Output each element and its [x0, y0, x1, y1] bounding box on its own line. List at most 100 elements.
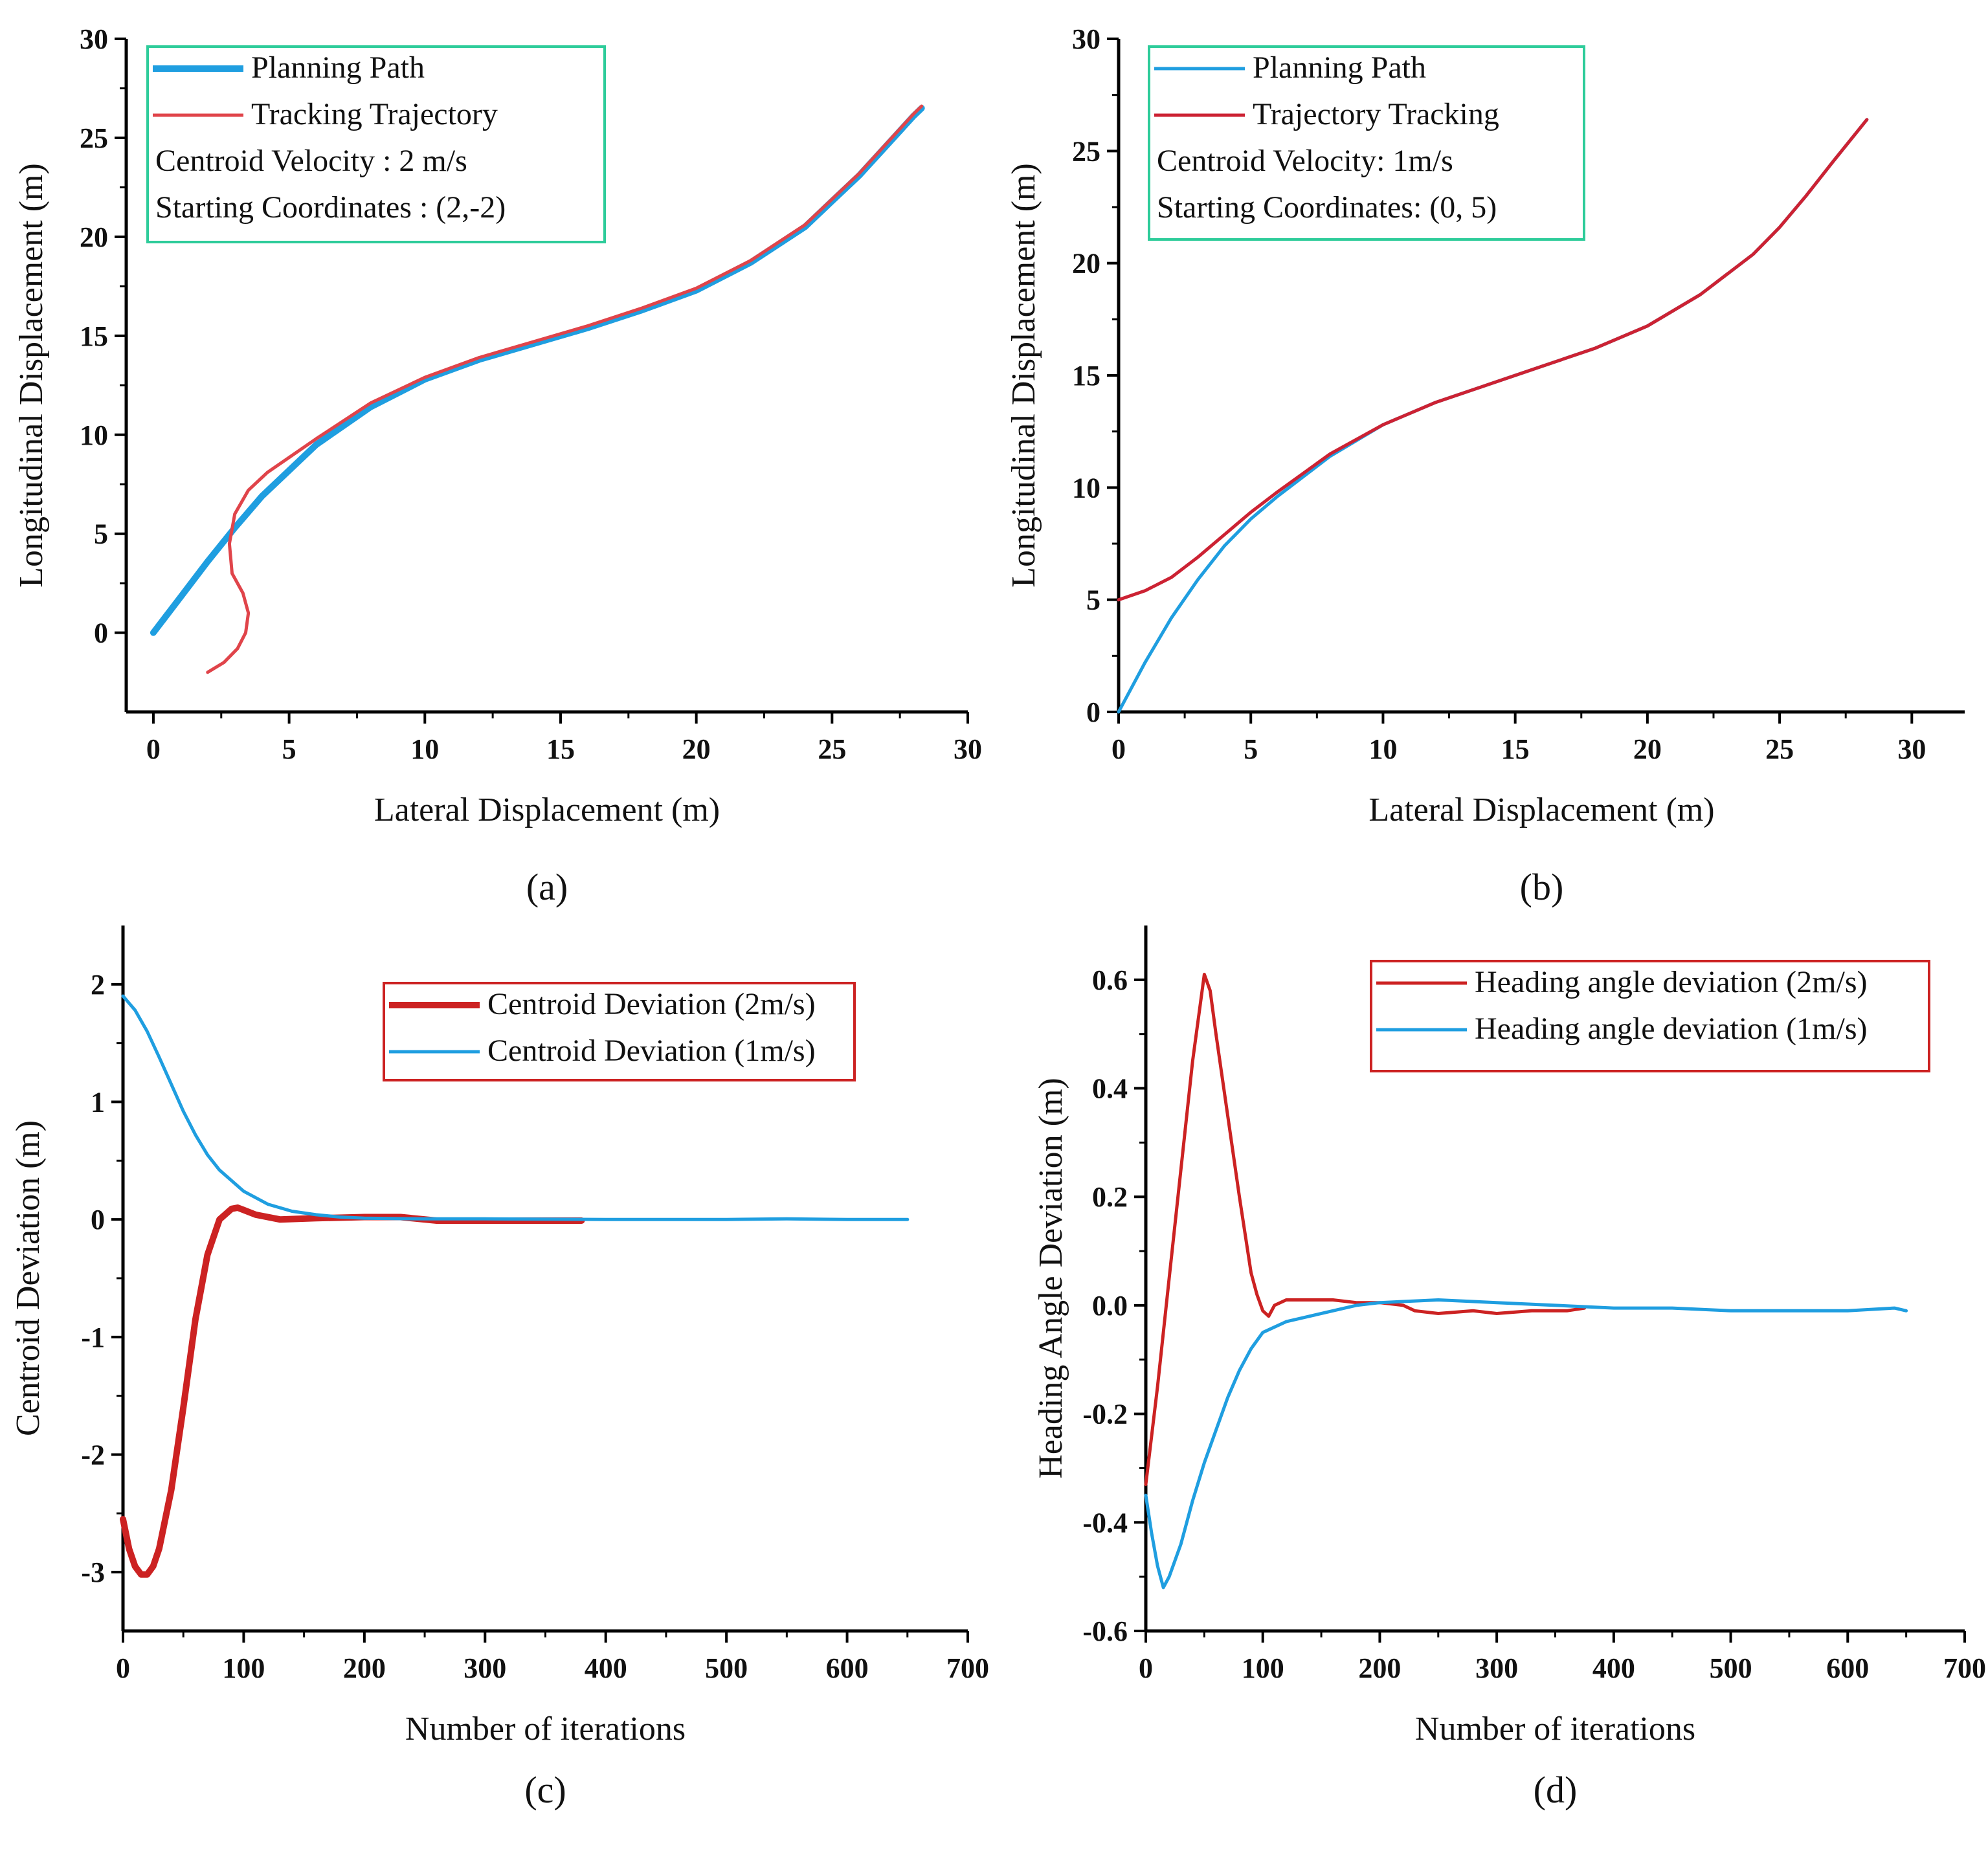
y-tick-label: -0.6 — [1082, 1615, 1128, 1647]
y-tick-label: 0 — [91, 1204, 105, 1236]
x-tick-label: 500 — [705, 1652, 748, 1684]
x-tick-label: 600 — [826, 1652, 869, 1684]
x-tick-label: 25 — [1765, 733, 1794, 765]
series-line — [1117, 118, 1869, 602]
legend-frame — [1370, 960, 1930, 1072]
legend-frame — [1148, 45, 1585, 241]
x-tick-label: 600 — [1826, 1652, 1869, 1684]
y-tick-label: 0.2 — [1092, 1181, 1128, 1213]
x-tick-label: 400 — [1592, 1652, 1635, 1684]
x-tick-label: 700 — [1943, 1652, 1986, 1684]
panel-c: 0 100 200 300 400 500 600 700 -3 -2 -1 0 1 2 Number of… — [10, 926, 989, 1811]
x-tick-label: 0 — [1111, 733, 1126, 765]
legend: Heading angle deviation (2m/s) Heading an… — [1370, 960, 1930, 1072]
x-tick-label: 200 — [343, 1652, 386, 1684]
y-tick-label: 2 — [91, 969, 105, 1001]
y-tick-label: 15 — [1072, 360, 1100, 392]
y-axis-title: Longitudinal Displacement (m) — [1005, 163, 1042, 588]
y-tick-label: 15 — [80, 320, 108, 352]
x-axis-title: Lateral Displacement (m) — [1368, 792, 1714, 828]
legend: Centroid Deviation (2m/s) Centroid Deviat… — [383, 982, 856, 1081]
x-tick-label: 500 — [1710, 1652, 1752, 1684]
y-axis-title: Centroid Deviation (m) — [10, 1120, 47, 1436]
legend-entry: Planning Path — [1253, 50, 1426, 85]
x-tick-label: 0 — [146, 733, 161, 765]
y-tick-label: -0.4 — [1082, 1507, 1128, 1538]
panel-caption: (c) — [524, 1769, 566, 1811]
legend-entry: Tracking Trajectory — [251, 97, 498, 131]
x-tick-label: 20 — [682, 733, 711, 765]
y-tick-label: -0.2 — [1082, 1399, 1128, 1430]
y-tick-label: 30 — [80, 23, 108, 55]
y-tick-label: 20 — [80, 221, 108, 253]
y-tick-label: 10 — [80, 419, 108, 451]
series-line — [206, 104, 924, 674]
y-tick-label: 0 — [94, 617, 108, 649]
x-tick-label: 100 — [1242, 1652, 1284, 1684]
legend-entry: Heading angle deviation (1m/s) — [1475, 1012, 1868, 1046]
y-tick-label: 0.6 — [1092, 964, 1128, 996]
y-tick-label: 1 — [91, 1087, 105, 1118]
x-tick-label: 30 — [1897, 733, 1926, 765]
x-tick-label: 30 — [954, 733, 982, 765]
x-tick-label: 300 — [463, 1652, 506, 1684]
y-tick-label: 25 — [1072, 135, 1100, 167]
x-tick-label: 700 — [946, 1652, 989, 1684]
panel-a: 0 5 10 15 20 25 30 0 5 10 15 20 25 30 Lateral Displace… — [13, 23, 982, 908]
series-line — [120, 1204, 585, 1578]
x-tick-label: 15 — [1501, 733, 1530, 765]
legend-note: Starting Coordinates : (2,-2) — [155, 190, 506, 225]
panel-caption: (b) — [1520, 866, 1564, 908]
legend: Planning Path Tracking Trajectory Centroid… — [146, 45, 606, 243]
x-axis-title: Number of iterations — [405, 1711, 686, 1747]
x-tick-label: 0 — [116, 1652, 130, 1684]
series-line — [1144, 1298, 1908, 1590]
x-tick-label: 0 — [1139, 1652, 1153, 1684]
legend-entry: Centroid Deviation (2m/s) — [487, 987, 816, 1021]
y-axis-title: Heading Angle Deviation (m) — [1033, 1078, 1069, 1479]
y-tick-label: 5 — [94, 518, 108, 550]
y-tick-label: 10 — [1072, 472, 1100, 504]
x-tick-label: 5 — [282, 733, 296, 765]
y-tick-label: 5 — [1086, 584, 1100, 616]
x-tick-label: 10 — [1368, 733, 1397, 765]
panel-caption: (a) — [526, 866, 568, 908]
x-tick-label: 400 — [585, 1652, 627, 1684]
series-line — [1144, 973, 1587, 1487]
x-tick-label: 5 — [1244, 733, 1258, 765]
legend: Planning Path Trajectory Tracking Centroid… — [1148, 45, 1585, 241]
legend-entry: Heading angle deviation (2m/s) — [1475, 965, 1868, 999]
y-axis-title: Longitudinal Displacement (m) — [13, 163, 50, 588]
x-tick-label: 15 — [546, 733, 575, 765]
legend-entry: Planning Path — [251, 50, 425, 85]
panel-b: 0 5 10 15 20 25 30 0 5 10 15 20 25 30 Lateral Displace… — [1005, 23, 1965, 908]
x-tick-label: 300 — [1475, 1652, 1518, 1684]
y-tick-label: 25 — [80, 122, 108, 154]
y-tick-label: -3 — [81, 1557, 105, 1588]
y-tick-label: 20 — [1072, 248, 1100, 280]
y-tick-label: 0.0 — [1092, 1290, 1128, 1322]
legend-frame — [146, 45, 606, 243]
panel-d: 0 100 200 300 400 500 600 700 -0.6 -0.4 -0.2 0.0 0.2… — [1033, 926, 1986, 1811]
legend-entry: Centroid Deviation (1m/s) — [487, 1034, 816, 1068]
y-tick-label: -2 — [81, 1439, 105, 1471]
x-tick-label: 200 — [1358, 1652, 1401, 1684]
x-tick-label: 10 — [410, 733, 439, 765]
legend-note: Centroid Velocity: 1m/s — [1157, 144, 1453, 178]
legend-note: Starting Coordinates: (0, 5) — [1157, 190, 1497, 225]
x-tick-label: 25 — [818, 733, 846, 765]
x-tick-label: 100 — [222, 1652, 265, 1684]
legend-entry: Trajectory Tracking — [1253, 97, 1499, 131]
y-tick-label: 30 — [1072, 23, 1100, 55]
series-line — [121, 994, 910, 1221]
x-axis-title: Lateral Displacement (m) — [374, 792, 720, 828]
y-tick-label: 0.4 — [1092, 1073, 1128, 1105]
legend-note: Centroid Velocity : 2 m/s — [155, 144, 467, 178]
x-tick-label: 20 — [1633, 733, 1662, 765]
legend-frame — [383, 982, 856, 1081]
x-axis-title: Number of iterations — [1415, 1711, 1695, 1747]
panel-caption: (d) — [1534, 1769, 1578, 1811]
y-tick-label: -1 — [81, 1322, 105, 1353]
y-tick-label: 0 — [1086, 696, 1100, 728]
